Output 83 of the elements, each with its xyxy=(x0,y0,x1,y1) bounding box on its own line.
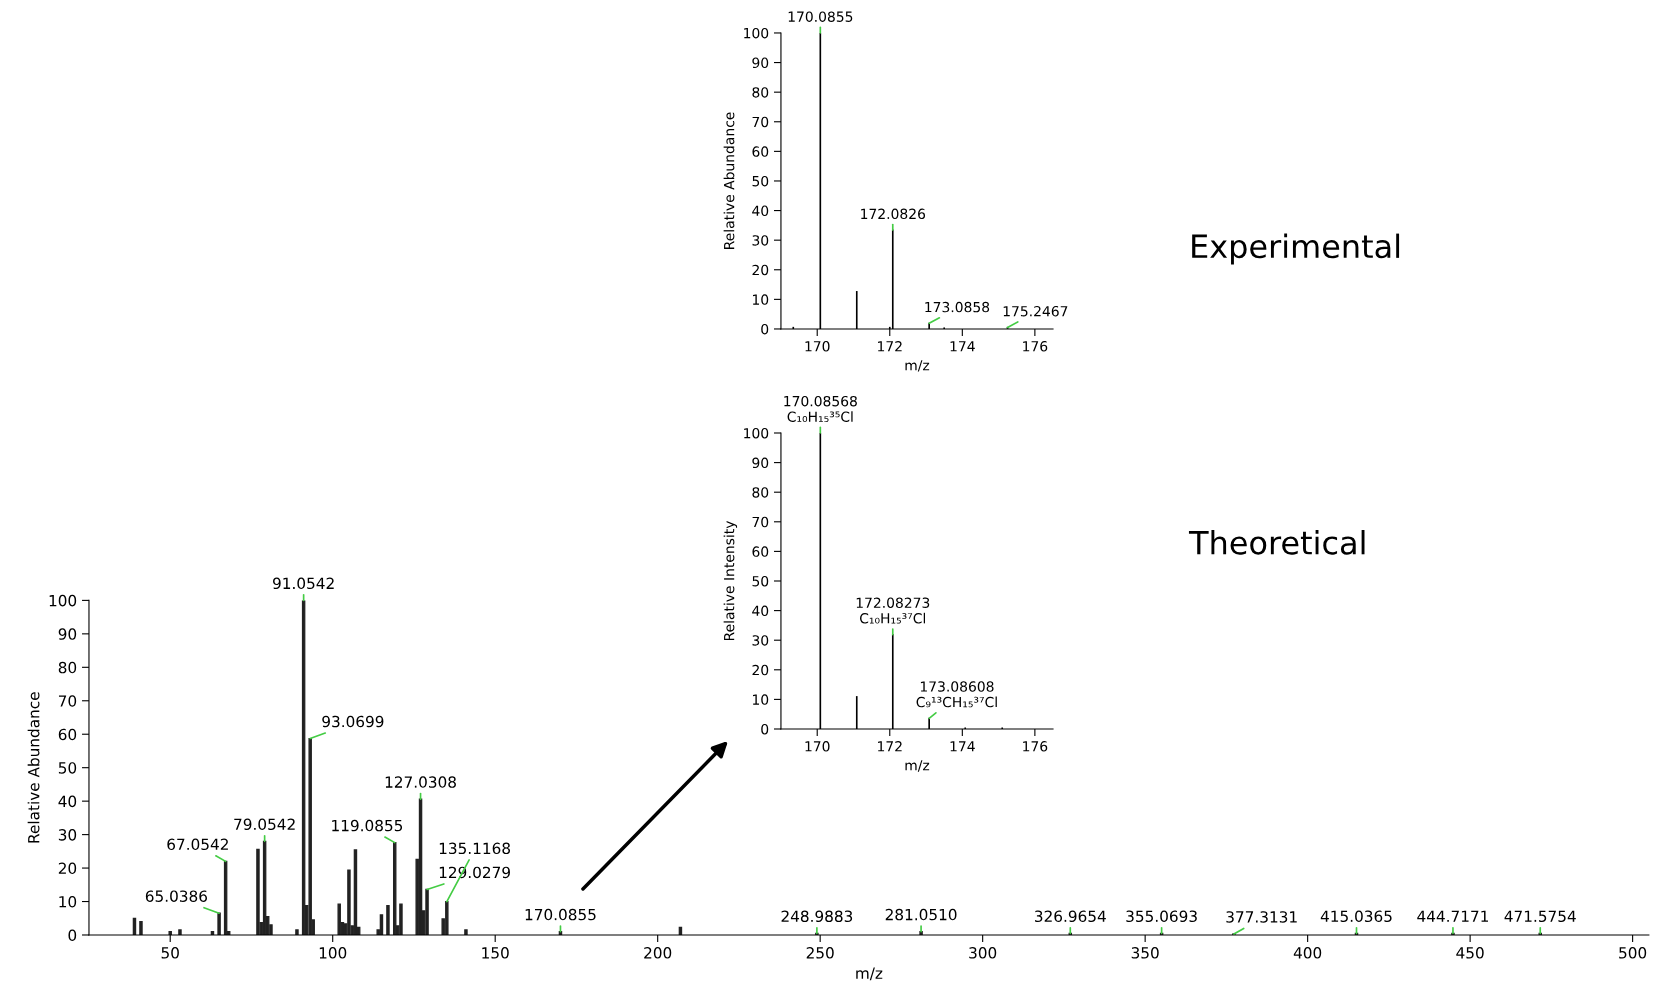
y-tick-label: 90 xyxy=(752,457,769,469)
annotation: 173.0858 xyxy=(925,301,990,313)
y-tick-label: 0 xyxy=(68,929,77,942)
y-tick-label: 10 xyxy=(59,895,77,908)
annotation: 93.0699 xyxy=(322,715,384,728)
x-tick-label: 174 xyxy=(950,741,975,752)
x-axis-title: m/z xyxy=(905,360,930,372)
y-tick-label: 70 xyxy=(752,116,769,128)
y-tick-label: 60 xyxy=(752,546,769,557)
y-axis-title: Relative Intensity xyxy=(723,520,738,641)
y-tick-label: 0 xyxy=(761,723,769,735)
annotation: 172.0826 xyxy=(861,208,926,220)
annotation: 135.1168 xyxy=(439,842,511,855)
annotation: 415.0365 xyxy=(1320,910,1392,923)
annotation: 170.0855 xyxy=(525,908,596,921)
x-tick-label: 172 xyxy=(878,341,902,352)
x-tick-label: 170 xyxy=(805,341,830,352)
y-tick-label: 60 xyxy=(58,728,77,741)
y-tick-label: 80 xyxy=(58,661,77,674)
x-tick-label: 170 xyxy=(805,741,830,752)
x-tick-label: 300 xyxy=(969,947,997,959)
y-tick-label: 50 xyxy=(58,762,77,774)
annotation: 127.0308 xyxy=(385,776,456,788)
y-tick-label: 90 xyxy=(58,628,77,640)
y-tick-label: 30 xyxy=(58,829,77,841)
x-tick-label: 400 xyxy=(1293,947,1322,959)
annotation: 471.5754 xyxy=(1504,910,1576,923)
annotation: 170.0855 xyxy=(788,11,853,22)
x-tick-label: 176 xyxy=(1023,341,1048,352)
annotation: 355.0693 xyxy=(1126,910,1197,923)
annotation: 67.0542 xyxy=(167,838,228,851)
annotation: 444.7171 xyxy=(1417,910,1488,922)
y-tick-label: 60 xyxy=(752,146,769,157)
y-tick-label: 30 xyxy=(752,635,769,646)
y-tick-label: 20 xyxy=(58,862,77,875)
y-tick-label: 30 xyxy=(752,235,769,246)
x-tick-label: 500 xyxy=(1619,947,1647,959)
y-tick-label: 80 xyxy=(752,487,769,498)
y-axis-title: Relative Abundance xyxy=(723,112,735,249)
y-tick-label: 100 xyxy=(49,594,77,607)
y-tick-label: 10 xyxy=(752,294,769,305)
annotation: 175.2467 xyxy=(1003,305,1068,317)
y-tick-label: 40 xyxy=(58,795,77,808)
y-tick-label: 20 xyxy=(752,264,769,276)
annotation: 248.9883 xyxy=(781,910,853,923)
y-tick-label: 50 xyxy=(752,575,769,587)
x-tick-label: 200 xyxy=(644,947,672,959)
y-tick-label: 90 xyxy=(752,57,769,69)
x-tick-label: 100 xyxy=(319,947,347,959)
annotation: 119.0855 xyxy=(332,819,403,832)
y-tick-label: 10 xyxy=(752,694,769,705)
y-tick-label: 80 xyxy=(752,87,769,98)
x-tick-label: 172 xyxy=(878,741,902,752)
y-tick-label: 40 xyxy=(752,205,769,217)
annotation: 65.0386 xyxy=(145,890,208,902)
annotation: 173.08608 C₉¹³CH₁₅³⁷Cl xyxy=(916,681,997,708)
x-tick-label: 50 xyxy=(161,947,179,959)
x-axis-title: m/z xyxy=(905,760,930,772)
x-tick-label: 174 xyxy=(950,341,975,352)
y-tick-label: 20 xyxy=(752,664,769,676)
x-tick-label: 350 xyxy=(1131,947,1159,959)
y-axis-title: Relative Abundance xyxy=(27,692,40,843)
x-tick-label: 250 xyxy=(806,947,834,959)
x-axis-title: m/z xyxy=(856,967,883,981)
y-tick-label: 100 xyxy=(744,427,769,439)
y-tick-label: 100 xyxy=(744,27,769,39)
y-tick-label: 70 xyxy=(752,516,769,528)
annotation: 170.08568 C₁₀H₁₅³⁵Cl xyxy=(784,395,857,422)
text: Theoretical xyxy=(1188,530,1365,555)
x-tick-label: 176 xyxy=(1023,741,1048,752)
annotation: 377.3131 xyxy=(1226,911,1297,923)
y-tick-label: 40 xyxy=(752,605,769,617)
annotation: 281.0510 xyxy=(885,908,957,921)
y-tick-label: 70 xyxy=(58,695,77,707)
annotation: 91.0542 xyxy=(273,577,334,590)
y-tick-label: 0 xyxy=(761,323,769,335)
x-tick-label: 150 xyxy=(482,947,509,959)
y-tick-label: 50 xyxy=(752,175,769,187)
annotation: 326.9654 xyxy=(1035,910,1106,923)
annotation: 79.0542 xyxy=(234,818,295,831)
annotation: 172.08273 C₁₀H₁₅³⁷Cl xyxy=(856,597,930,624)
x-tick-label: 450 xyxy=(1456,947,1484,959)
text: Experimental xyxy=(1192,233,1400,265)
